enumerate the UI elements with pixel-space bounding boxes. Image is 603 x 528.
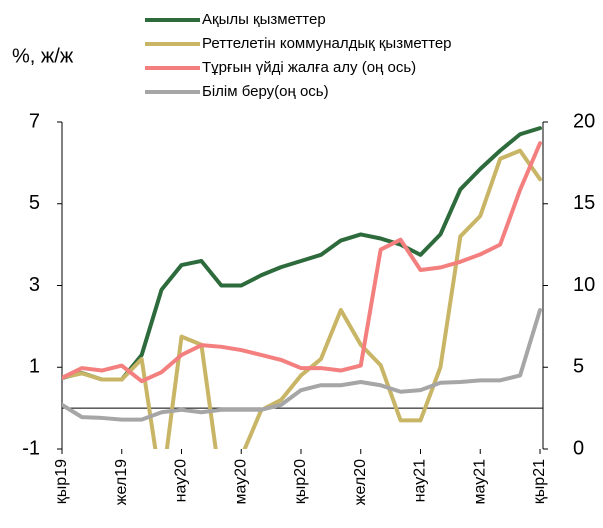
y2-tick-label: 15	[573, 192, 595, 214]
plot-area	[62, 126, 542, 449]
x-tick-label: мау20	[232, 459, 249, 505]
series-line	[62, 141, 542, 384]
x-tick-label: қыр20	[292, 459, 309, 504]
y-tick-label: 1	[29, 356, 40, 378]
legend-label: Реттелетін коммуналдық қызметтер	[202, 35, 452, 52]
y2-tick-label: 0	[573, 437, 584, 459]
x-tick-label: нау21	[412, 459, 429, 502]
series-line	[62, 308, 542, 422]
y-tick-label: -1	[22, 437, 40, 459]
y-tick-label: 5	[29, 192, 40, 214]
y-tick-label: 7	[29, 110, 40, 132]
y-tick-label: 3	[29, 274, 40, 296]
x-tick-label: жел19	[113, 459, 130, 505]
y-axis-label: %, ж/ж	[12, 45, 74, 67]
legend-label: Білім беру(оң ось)	[202, 83, 329, 100]
legend-label: Ақылы қызметтер	[202, 11, 326, 28]
series-line	[62, 148, 542, 449]
x-tick-label: мау21	[471, 459, 488, 505]
x-tick-label: нау20	[173, 459, 190, 502]
x-tick-label: жел20	[352, 459, 369, 505]
series-line	[62, 126, 542, 382]
y2-tick-label: 5	[573, 356, 584, 378]
x-tick-label: қыр21	[531, 459, 548, 504]
y2-tick-label: 10	[573, 274, 595, 296]
x-tick-label: қыр19	[53, 459, 70, 504]
legend-label: Тұрғын үйді жалға алу (оң ось)	[202, 59, 416, 76]
y2-tick-label: 20	[573, 110, 595, 132]
